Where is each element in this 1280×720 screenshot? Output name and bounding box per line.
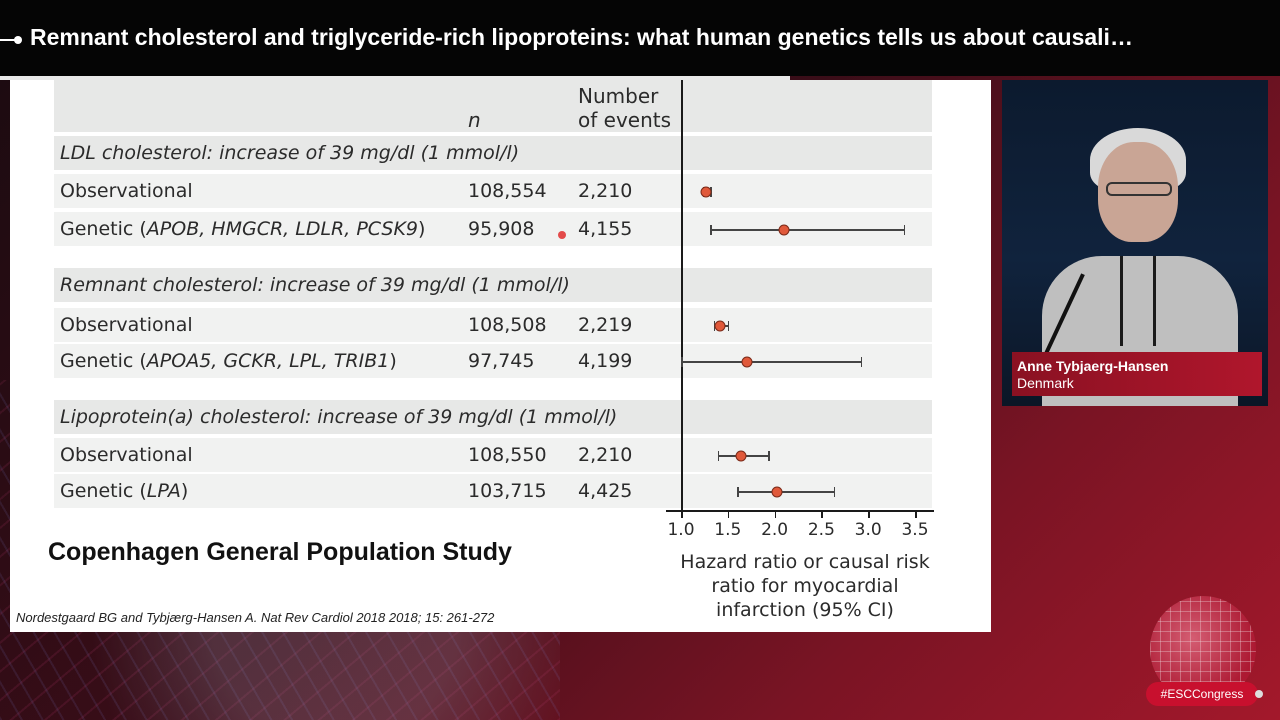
estimate-point <box>778 224 790 236</box>
group-header-lpa: Lipoprotein(a) cholesterol: increase of … <box>54 400 932 434</box>
x-tick <box>774 510 777 518</box>
estimate-point <box>700 186 712 198</box>
column-events-header-line2: of events <box>578 108 672 132</box>
speaker-glasses <box>1106 182 1172 196</box>
x-axis-label-line: Hazard ratio or causal risk <box>680 551 930 573</box>
row-n: 97,745 <box>468 350 535 372</box>
column-events-header-line1: Number <box>578 84 659 108</box>
ci-cap <box>833 487 836 497</box>
x-tick-label: 1.5 <box>714 520 742 540</box>
citation: Nordestgaard BG and Tybjærg-Hansen A. Na… <box>16 610 495 625</box>
row-label: Observational <box>60 180 193 202</box>
row-n: 108,554 <box>468 180 547 202</box>
table-row: Observational 108,508 2,219 <box>54 308 932 342</box>
ci-cap <box>903 225 906 235</box>
speaker-name-bar: Anne Tybjaerg-Hansen Denmark <box>1012 352 1262 396</box>
row-n: 95,908 <box>468 218 535 240</box>
speaker-lanyard <box>1120 256 1156 346</box>
x-tick-label: 2.5 <box>807 520 835 540</box>
group-header-remnant: Remnant cholesterol: increase of 39 mg/d… <box>54 268 932 302</box>
x-axis-label-line: infarction (95% CI) <box>716 599 894 621</box>
x-tick-label: 2.0 <box>761 520 789 540</box>
ci-cap <box>717 451 719 461</box>
row-label: Genetic (LPA) <box>60 480 189 502</box>
x-tick <box>727 510 730 518</box>
estimate-point <box>714 320 726 332</box>
row-label: Observational <box>60 444 193 466</box>
row-events: 4,155 <box>578 218 633 240</box>
x-axis <box>666 510 934 512</box>
title-bar-marker-dot <box>14 36 22 44</box>
estimate-point <box>735 450 747 462</box>
x-tick-label: 1.0 <box>667 520 695 540</box>
speaker-name: Anne Tybjaerg-Hansen <box>1017 358 1169 374</box>
congress-hashtag: #ESCCongress <box>1146 682 1258 706</box>
slide-progress-bar <box>0 76 790 80</box>
x-tick <box>915 510 917 518</box>
row-events: 2,210 <box>578 444 633 466</box>
row-label: Genetic (APOA5, GCKR, LPL, TRIB1) <box>60 350 397 372</box>
row-events: 4,425 <box>578 480 633 502</box>
session-title: Remnant cholesterol and triglyceride-ric… <box>30 24 1133 50</box>
ci-line <box>710 229 904 231</box>
table-row: Observational 108,554 2,210 <box>54 174 932 208</box>
x-tick <box>681 510 683 518</box>
row-n: 108,550 <box>468 444 547 466</box>
ci-cap <box>713 321 716 331</box>
presentation-slide: n Number of events LDL cholesterol: incr… <box>10 80 991 632</box>
table-header-row: n Number of events <box>54 80 932 132</box>
ci-line <box>737 491 834 493</box>
laser-pointer-dot <box>558 231 566 239</box>
speaker-country: Denmark <box>1017 375 1074 391</box>
ci-cap <box>681 357 683 367</box>
row-events: 4,199 <box>578 350 633 372</box>
ci-cap <box>727 321 730 331</box>
x-tick-label: 3.5 <box>901 520 929 540</box>
x-axis-label-line: ratio for myocardial <box>711 575 899 597</box>
table-row: Observational 108,550 2,210 <box>54 438 932 472</box>
reference-line <box>681 80 683 512</box>
estimate-point <box>741 356 753 368</box>
x-tick <box>868 510 870 518</box>
row-n: 103,715 <box>468 480 547 502</box>
ci-cap <box>860 357 863 367</box>
group-title: LDL cholesterol: increase of 39 mg/dl (1… <box>60 142 520 164</box>
column-n-header: n <box>468 108 481 132</box>
row-n: 108,508 <box>468 314 547 336</box>
group-title: Lipoprotein(a) cholesterol: increase of … <box>60 406 618 428</box>
x-tick-label: 3.0 <box>854 520 882 540</box>
x-tick <box>821 510 823 518</box>
hashtag-dot <box>1255 690 1263 698</box>
estimate-point <box>771 486 783 498</box>
row-events: 2,219 <box>578 314 633 336</box>
ci-cap <box>710 225 712 235</box>
title-bar: Remnant cholesterol and triglyceride-ric… <box>0 0 1280 76</box>
x-axis-label: Hazard ratio or causal risk ratio for my… <box>674 550 936 622</box>
row-events: 2,210 <box>578 180 633 202</box>
title-bar-marker-line <box>0 39 16 41</box>
row-label: Observational <box>60 314 193 336</box>
study-title: Copenhagen General Population Study <box>48 538 512 566</box>
group-header-ldl: LDL cholesterol: increase of 39 mg/dl (1… <box>54 136 932 170</box>
group-title: Remnant cholesterol: increase of 39 mg/d… <box>60 274 570 296</box>
ci-cap <box>737 487 739 497</box>
ci-line <box>681 361 861 363</box>
row-label: Genetic (APOB, HMGCR, LDLR, PCSK9) <box>60 218 426 240</box>
ci-cap <box>768 451 770 461</box>
